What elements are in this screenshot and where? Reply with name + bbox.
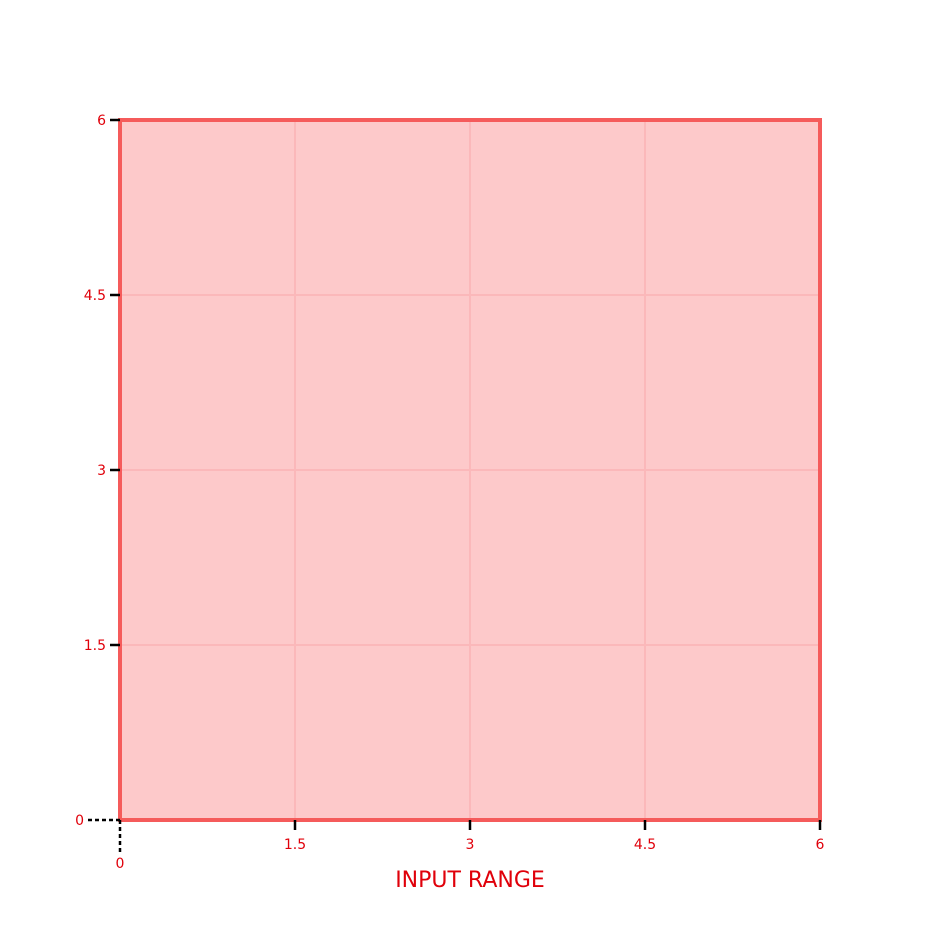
y-tick-label-4: 6 [97,113,106,129]
area-outline-series-0 [118,118,822,822]
axes: 0 1.5 3 4.5 6 0 1.5 3 4.5 6 [75,113,824,872]
x-axis-title: INPUT RANGE [395,868,545,893]
y-tick-label-0: 0 [75,813,84,829]
x-tick-label-1: 1.5 [284,837,306,853]
y-tick-label-1: 1.5 [84,638,106,654]
y-tick-label-2: 3 [97,463,106,479]
plot-area [118,118,822,822]
x-tick-label-3: 4.5 [634,837,656,853]
y-tick-label-3: 4.5 [84,288,106,304]
x-tick-label-4: 6 [816,837,825,853]
x-tick-label-0: 0 [116,856,125,872]
x-tick-label-2: 3 [466,837,475,853]
